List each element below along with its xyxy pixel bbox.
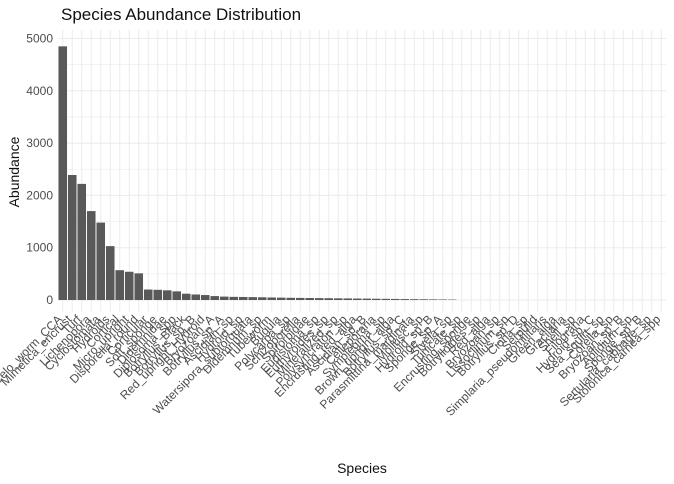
- bar-euthyroides-sp: [324, 298, 334, 300]
- y-tick-label: 5000: [26, 32, 53, 46]
- bar-turf: [77, 183, 87, 300]
- bar-bryozoan-a: [210, 296, 220, 300]
- bar-botryllus-sp-c: [400, 299, 410, 300]
- bar-celleporaria: [371, 298, 381, 300]
- bar-micro-upright: [124, 271, 134, 300]
- y-tick-label: 2000: [26, 188, 53, 202]
- bar-layer: [58, 46, 457, 300]
- bar-mimetica-encrust: [67, 175, 77, 300]
- bar-mineralized-sp: [333, 298, 343, 300]
- bar-ascidian-sp-b: [362, 298, 372, 300]
- bar-tubeworm: [267, 297, 277, 300]
- bar-red-upright-hydroid: [200, 295, 210, 300]
- chart-title: Species Abundance Distribution: [61, 5, 302, 24]
- bar-brown-upright-alga: [390, 298, 400, 300]
- bar-bugula: [276, 297, 286, 300]
- bar-botryllus-sp-a: [219, 296, 229, 300]
- x-tick-labels: Celo_worm_CCAMimetica_encrustTurfLicheno…: [0, 312, 664, 419]
- bar-parasmittina-marginata: [409, 299, 419, 300]
- bar-polysyncraton-sp: [343, 298, 353, 300]
- bar-spirorbidae: [305, 298, 315, 300]
- y-axis-title: Abundance: [6, 136, 22, 207]
- bar-diplosoma-spp: [172, 291, 182, 300]
- bar-cortical: [115, 270, 125, 300]
- bar-hydroid-sp: [238, 296, 248, 300]
- y-tick-labels: 0 1000 2000 3000 4000 5000: [26, 32, 53, 308]
- bar-didemnidae: [162, 290, 172, 300]
- bar-hydroid-sp-b: [428, 299, 438, 300]
- bar-mollusc-sp: [419, 299, 429, 300]
- bar-sponge-sp-a: [438, 299, 448, 300]
- bar-didemnum-sp: [257, 297, 267, 300]
- bar-schizoporella: [295, 297, 305, 300]
- bar-eudistoma-sp: [314, 298, 324, 300]
- bar-cyclostomata: [96, 222, 106, 300]
- bar-polycarpa-sp: [286, 297, 296, 300]
- x-axis-title: Species: [337, 460, 387, 476]
- bar-hydroids: [105, 246, 115, 300]
- bar-corticular: [143, 289, 153, 300]
- bar-lichenopora: [86, 211, 96, 300]
- bar-botryllus-black: [181, 293, 191, 300]
- grid-layer: [58, 30, 666, 312]
- bar-ascidian-sp: [229, 296, 239, 300]
- y-tick-label: 1000: [26, 241, 53, 255]
- bar-soft-sponge: [153, 289, 163, 300]
- bar-symplegma-sp: [381, 298, 391, 300]
- y-tick-label: 3000: [26, 136, 53, 150]
- bar-botryllus-sp-b: [191, 294, 201, 300]
- bar-encrusting-red-alga: [352, 298, 362, 300]
- bar-disporella-round: [134, 273, 144, 300]
- bar-watersipora-subtorquata: [248, 297, 258, 300]
- bar-celo-worm-cca: [58, 46, 68, 300]
- y-tick-label: 4000: [26, 84, 53, 98]
- y-tick-label: 0: [46, 293, 53, 307]
